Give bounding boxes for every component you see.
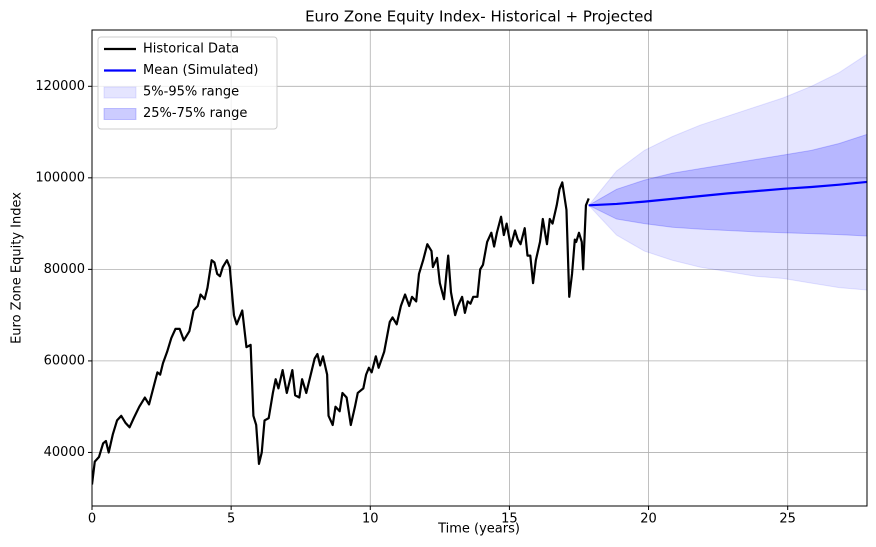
y-tick-label: 100000: [35, 170, 85, 185]
x-tick-label: 0: [88, 512, 96, 527]
x-tick-label: 20: [640, 512, 657, 527]
legend-label: 5%-95% range: [143, 85, 239, 100]
y-tick-label: 40000: [44, 445, 85, 460]
legend-label: Historical Data: [143, 42, 239, 57]
legend-label: 25%-75% range: [143, 106, 247, 121]
series-line: [588, 180, 867, 207]
y-axis-label: Euro Zone Equity Index: [10, 192, 25, 344]
x-tick-label: 5: [227, 512, 235, 527]
legend-label: Mean (Simulated): [143, 63, 258, 78]
legend-box: [97, 36, 278, 130]
x-tick-label: 25: [779, 512, 796, 527]
series-line: [92, 181, 590, 485]
plot-frame: [91, 29, 868, 507]
x-tick-label: 10: [362, 512, 379, 527]
x-tick-label: 15: [501, 512, 518, 527]
range-band: [587, 133, 867, 237]
legend-swatch: [103, 86, 137, 99]
range-band: [588, 53, 867, 291]
x-axis-label: Time (years): [437, 522, 520, 537]
y-tick-label: 60000: [44, 353, 85, 368]
legend-swatch: [103, 108, 137, 120]
y-tick-label: 120000: [35, 79, 85, 94]
chart-title: Euro Zone Equity Index- Historical + Pro…: [305, 8, 653, 26]
y-tick-label: 80000: [44, 262, 85, 277]
